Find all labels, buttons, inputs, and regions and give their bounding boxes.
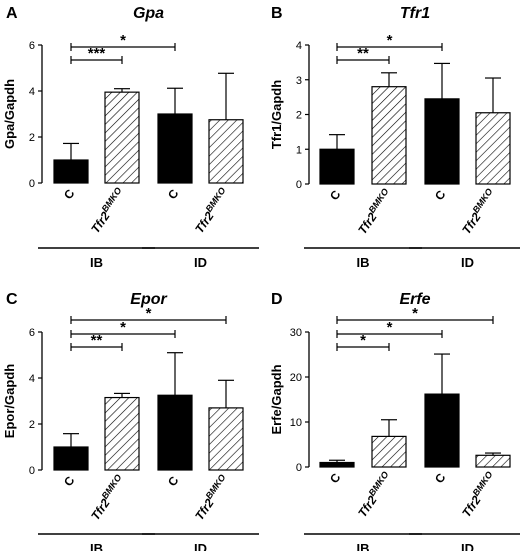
category-label: Tfr2BMKO [458,470,500,520]
significance-label: * [412,305,418,322]
y-tick-label: 0 [296,179,302,191]
panel-letter: B [271,5,283,22]
y-tick-label: 2 [29,132,35,144]
category-label: C [327,470,344,485]
significance-label: * [387,319,393,336]
y-tick-label: 4 [29,373,35,385]
significance-label: * [120,319,126,336]
significance-label: * [120,32,126,49]
y-axis-label: Tfr1/Gapdh [269,80,284,149]
category-label: Tfr2BMKO [191,186,233,236]
category-label: Tfr2BMKO [87,186,129,236]
y-tick-label: 3 [296,75,302,87]
category-label: Tfr2BMKO [354,187,396,237]
y-tick-label: 1 [296,144,302,156]
significance-label: ** [357,45,369,62]
significance-label: * [387,32,393,49]
y-tick-label: 4 [296,40,302,52]
bar-control [424,98,460,185]
y-tick-label: 10 [290,417,302,429]
category-label: C [432,187,449,202]
group-label: ID [194,255,207,270]
category-label: C [327,187,344,202]
panel-c: C Epor Epor/Gapdh 0 2 4 6 C Tfr2BMKO C Tfr2BMKO IB I… [2,291,259,551]
bar-tfr2bmko [475,454,511,468]
group-label: ID [461,255,474,270]
y-axis-label: Gpa/Gapdh [2,79,17,149]
category-label: Tfr2BMKO [354,470,396,520]
y-tick-label: 0 [29,465,35,477]
category-label: C [165,186,182,201]
y-tick-label: 20 [290,372,302,384]
panel-letter: C [6,291,18,308]
panel-d: D Erfe Erfe/Gapdh 0 10 20 30 C Tfr2BMKO C Tfr2BMKO… [269,291,520,551]
bar-control [53,159,89,184]
y-tick-label: 0 [296,462,302,474]
panel-letter: D [271,291,283,308]
bar-tfr2bmko [104,396,140,471]
bar-tfr2bmko [104,91,140,184]
bar-control [424,393,460,468]
y-tick-label: 6 [29,327,35,339]
group-label: IB [90,541,103,551]
bar-control [157,394,193,471]
y-tick-label: 4 [29,86,35,98]
category-label: C [165,473,182,488]
y-tick-label: 2 [29,419,35,431]
y-tick-label: 6 [29,40,35,52]
category-label: C [432,470,449,485]
significance-label: * [360,332,366,349]
panel-b: B Tfr1 Tfr1/Gapdh 0 1 2 3 4 C Tfr2BMKO C Tfr2BMKO IB… [269,5,520,270]
group-label: IB [90,255,103,270]
y-tick-label: 30 [290,327,302,339]
y-axis-label: Epor/Gapdh [2,364,17,438]
y-tick-label: 0 [29,178,35,190]
category-label: Tfr2BMKO [191,473,233,523]
bar-control [319,461,355,468]
category-label: Tfr2BMKO [87,473,129,523]
bar-tfr2bmko [371,86,407,185]
significance-label: * [146,305,152,322]
bar-tfr2bmko [208,119,244,184]
chart-title: Erfe [399,291,430,308]
bar-tfr2bmko [371,435,407,468]
bar-tfr2bmko [208,407,244,471]
bar-control [53,446,89,471]
category-label: Tfr2BMKO [458,187,500,237]
significance-label: *** [88,45,106,62]
category-label: C [61,473,78,488]
group-label: ID [461,541,474,551]
group-label: ID [194,541,207,551]
bar-control [319,148,355,185]
chart-title: Tfr1 [400,5,430,22]
chart-title: Epor [130,291,167,308]
y-tick-label: 2 [296,110,302,122]
significance-label: ** [91,332,103,349]
bar-control [157,113,193,184]
panel-letter: A [6,5,18,22]
category-label: C [61,186,78,201]
panel-a: A Gpa Gpa/Gapdh 0 2 4 6 C Tfr2BMKO C Tfr2BMKO IB ID *… [2,5,259,270]
chart-title: Gpa [133,5,164,22]
group-label: IB [357,255,370,270]
y-axis-label: Erfe/Gapdh [269,364,284,434]
group-label: IB [357,541,370,551]
bar-tfr2bmko [475,112,511,185]
